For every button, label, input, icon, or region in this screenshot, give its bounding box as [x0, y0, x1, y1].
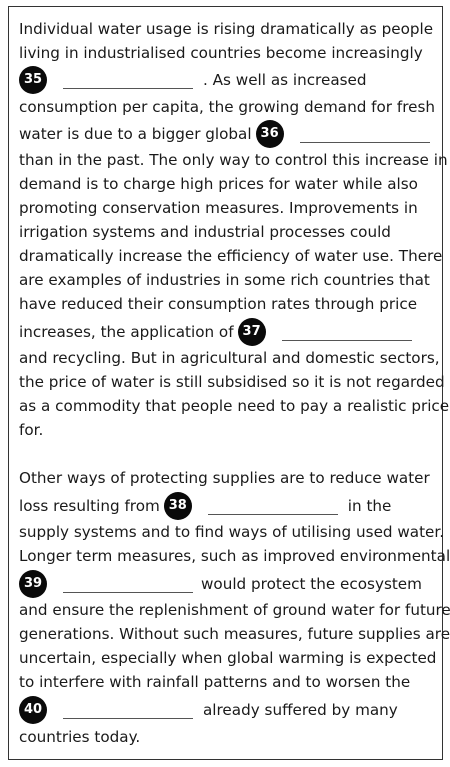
text-line: for.: [19, 420, 43, 440]
text: and ensure the replenishment of ground w…: [19, 601, 450, 619]
text-line: Other ways of protecting supplies are to…: [19, 468, 430, 488]
text: Other ways of protecting supplies are to…: [19, 469, 430, 487]
answer-blank-37[interactable]: [281, 324, 412, 341]
text-line: consumption per capita, the growing dema…: [19, 97, 435, 117]
text-line: and ensure the replenishment of ground w…: [19, 600, 450, 620]
question-number-36: 36: [255, 120, 284, 148]
text: living in industrialised countries becom…: [19, 44, 423, 62]
text: consumption per capita, the growing dema…: [19, 98, 436, 116]
text: Individual water usage is rising dramati…: [19, 20, 434, 38]
text-line: and recycling. But in agricultural and d…: [19, 348, 440, 368]
text-line: increases, the application of 37: [19, 318, 422, 346]
text: Longer term measures, such as improved e…: [19, 547, 450, 565]
text-line: 35 . As well as increased: [19, 66, 367, 94]
text: are examples of industries in some rich …: [19, 271, 430, 289]
answer-blank-40[interactable]: [63, 702, 193, 719]
text: dramatically increase the efficiency of …: [19, 247, 443, 265]
text: for.: [19, 421, 44, 439]
text: the price of water is still subsidised s…: [19, 373, 445, 391]
answer-blank-39[interactable]: [63, 576, 193, 593]
text-line: 39 would protect the ecosystem: [19, 570, 422, 598]
text-line: dramatically increase the efficiency of …: [19, 246, 442, 266]
question-number-37: 37: [237, 318, 266, 346]
text: to interfere with rainfall patterns and …: [19, 673, 411, 691]
text: generations. Without such measures, futu…: [19, 625, 450, 643]
text-line: than in the past. The only way to contro…: [19, 150, 448, 170]
text-line: Longer term measures, such as improved e…: [19, 546, 450, 566]
text: than in the past. The only way to contro…: [19, 151, 448, 169]
text-line: are examples of industries in some rich …: [19, 270, 430, 290]
text-line: supply systems and to find ways of utili…: [19, 522, 444, 542]
question-number-38: 38: [163, 492, 192, 520]
text: as a commodity that people need to pay a…: [19, 397, 450, 415]
question-number-39: 39: [19, 570, 47, 598]
text-line: living in industrialised countries becom…: [19, 43, 423, 63]
text: already suffered by many: [203, 701, 398, 719]
text: uncertain, especially when global warmin…: [19, 649, 437, 667]
text-line: have reduced their consumption rates thr…: [19, 294, 417, 314]
text: in the: [347, 497, 392, 515]
question-number-40: 40: [19, 696, 47, 724]
text: and recycling. But in agricultural and d…: [19, 349, 440, 367]
passage-frame: [8, 6, 443, 760]
text-line: to interfere with rainfall patterns and …: [19, 672, 410, 692]
text: would protect the ecosystem: [201, 575, 422, 593]
text: have reduced their consumption rates thr…: [19, 295, 418, 313]
answer-blank-35[interactable]: [63, 72, 193, 89]
text-line: irrigation systems and industrial proces…: [19, 222, 391, 242]
text-line: promoting conservation measures. Improve…: [19, 198, 418, 218]
text-line: water is due to a bigger global 36: [19, 120, 440, 148]
text: . As well as increased: [203, 71, 367, 89]
text-line: generations. Without such measures, futu…: [19, 624, 450, 644]
text-line: loss resulting from 38 in the: [19, 492, 391, 520]
answer-blank-36[interactable]: [299, 126, 430, 143]
text-line: countries today.: [19, 727, 140, 747]
text-line: as a commodity that people need to pay a…: [19, 396, 449, 416]
text-line: 40 already suffered by many: [19, 696, 398, 724]
text: supply systems and to find ways of utili…: [19, 523, 445, 541]
text: loss resulting from: [19, 497, 160, 515]
question-number-35: 35: [19, 66, 47, 94]
text-line: uncertain, especially when global warmin…: [19, 648, 436, 668]
text: promoting conservation measures. Improve…: [19, 199, 418, 217]
text: water is due to a bigger global: [19, 125, 252, 143]
text-line: the price of water is still subsidised s…: [19, 372, 445, 392]
text: increases, the application of: [19, 323, 234, 341]
text: irrigation systems and industrial proces…: [19, 223, 391, 241]
answer-blank-38[interactable]: [207, 498, 338, 515]
text-line: Individual water usage is rising dramati…: [19, 19, 433, 39]
text-line: demand is to charge high prices for wate…: [19, 174, 418, 194]
text: countries today.: [19, 728, 141, 746]
text: demand is to charge high prices for wate…: [19, 175, 418, 193]
